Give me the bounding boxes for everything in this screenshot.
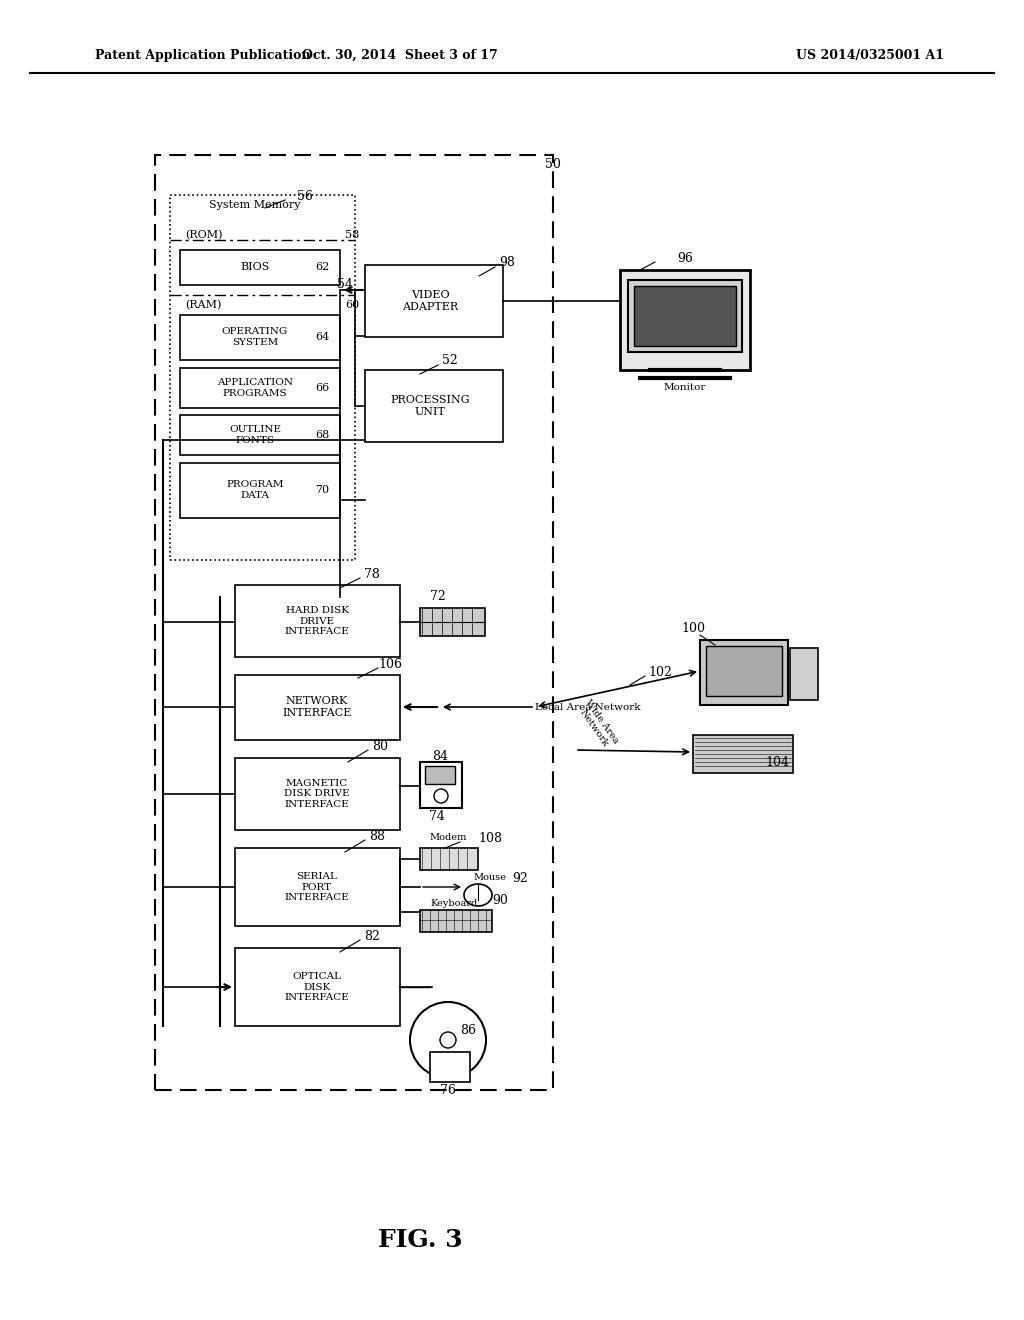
Text: 98: 98 — [499, 256, 515, 269]
Bar — [155, 154, 553, 1090]
Bar — [180, 414, 340, 455]
Text: PROCESSING
UNIT: PROCESSING UNIT — [390, 395, 470, 417]
Bar — [241, 954, 406, 1032]
Bar — [186, 374, 346, 414]
Bar — [420, 762, 462, 808]
Text: 68: 68 — [314, 430, 329, 440]
Bar — [371, 271, 509, 343]
Text: 92: 92 — [512, 871, 528, 884]
Bar — [180, 315, 340, 360]
Text: 90: 90 — [493, 894, 508, 907]
Text: Keyboard: Keyboard — [430, 899, 477, 908]
Bar — [180, 463, 340, 517]
Bar — [620, 271, 750, 370]
Bar — [234, 948, 400, 1026]
Bar — [170, 195, 355, 560]
Bar — [634, 286, 736, 346]
Bar — [430, 1052, 470, 1082]
Text: 96: 96 — [677, 252, 693, 264]
Bar — [186, 469, 346, 524]
Text: OPERATING
SYSTEM: OPERATING SYSTEM — [222, 327, 288, 347]
Text: 106: 106 — [378, 657, 402, 671]
Bar — [693, 735, 793, 774]
Bar — [365, 370, 503, 442]
Text: FIG. 3: FIG. 3 — [378, 1228, 462, 1251]
Bar — [371, 376, 509, 447]
Bar — [790, 648, 818, 700]
Text: 72: 72 — [430, 590, 445, 602]
Text: 66: 66 — [314, 383, 329, 393]
Bar — [628, 280, 742, 352]
Text: Modem: Modem — [429, 833, 467, 842]
Bar — [241, 854, 406, 932]
Bar — [241, 764, 406, 836]
Text: 86: 86 — [460, 1023, 476, 1036]
Text: 100: 100 — [681, 622, 705, 635]
Text: SERIAL
PORT
INTERFACE: SERIAL PORT INTERFACE — [285, 873, 349, 902]
Text: System Memory: System Memory — [209, 201, 301, 210]
Text: Wide Area
Network: Wide Area Network — [575, 698, 621, 751]
Text: 82: 82 — [365, 929, 380, 942]
Bar — [241, 681, 406, 746]
Bar — [180, 368, 340, 408]
Bar — [186, 421, 346, 461]
Text: 78: 78 — [365, 568, 380, 581]
Text: 60: 60 — [345, 300, 359, 310]
Text: 108: 108 — [478, 832, 502, 845]
Bar — [706, 645, 782, 696]
Text: 88: 88 — [369, 829, 385, 842]
Text: Oct. 30, 2014  Sheet 3 of 17: Oct. 30, 2014 Sheet 3 of 17 — [302, 49, 498, 62]
Bar — [180, 249, 340, 285]
Text: 64: 64 — [314, 333, 329, 342]
Text: BIOS: BIOS — [241, 261, 269, 272]
Text: Local Area Network: Local Area Network — [535, 702, 640, 711]
Bar — [420, 847, 478, 870]
Bar — [425, 766, 455, 784]
Bar — [420, 909, 492, 932]
Text: 80: 80 — [372, 739, 388, 752]
Text: 54: 54 — [337, 279, 353, 292]
Circle shape — [410, 1002, 486, 1078]
Text: OPTICAL
DISK
INTERFACE: OPTICAL DISK INTERFACE — [285, 972, 349, 1002]
Bar — [186, 256, 346, 290]
Bar — [420, 609, 485, 636]
Bar — [234, 758, 400, 830]
Circle shape — [440, 1032, 456, 1048]
Text: NETWORK
INTERFACE: NETWORK INTERFACE — [283, 696, 351, 718]
Bar — [241, 591, 406, 663]
Text: APPLICATION
PROGRAMS: APPLICATION PROGRAMS — [217, 379, 293, 397]
Circle shape — [434, 789, 449, 803]
Text: 76: 76 — [440, 1084, 456, 1097]
Text: PROGRAM
DATA: PROGRAM DATA — [226, 480, 284, 500]
Text: HARD DISK
DRIVE
INTERFACE: HARD DISK DRIVE INTERFACE — [285, 606, 349, 636]
Bar — [234, 847, 400, 927]
Bar — [234, 675, 400, 741]
Bar — [700, 640, 788, 705]
Text: MAGNETIC
DISK DRIVE
INTERFACE: MAGNETIC DISK DRIVE INTERFACE — [285, 779, 350, 809]
Text: 62: 62 — [314, 261, 329, 272]
Text: 50: 50 — [545, 158, 561, 172]
Text: (ROM): (ROM) — [185, 230, 222, 240]
Text: 102: 102 — [648, 665, 672, 678]
Text: Patent Application Publication: Patent Application Publication — [95, 49, 310, 62]
Text: 58: 58 — [345, 230, 359, 240]
Text: Mouse: Mouse — [473, 874, 507, 883]
Text: 84: 84 — [432, 750, 449, 763]
Text: (RAM): (RAM) — [185, 300, 221, 310]
Bar — [234, 585, 400, 657]
Text: US 2014/0325001 A1: US 2014/0325001 A1 — [796, 49, 944, 62]
Bar — [365, 265, 503, 337]
Ellipse shape — [464, 884, 492, 906]
Text: OUTLINE
FONTS: OUTLINE FONTS — [229, 425, 281, 445]
Text: 52: 52 — [442, 355, 458, 367]
Text: VIDEO
ADAPTER: VIDEO ADAPTER — [402, 290, 458, 312]
Text: 56: 56 — [297, 190, 313, 203]
Text: Monitor: Monitor — [664, 384, 707, 392]
Text: 104: 104 — [765, 756, 790, 770]
Bar — [186, 321, 346, 366]
Text: 74: 74 — [429, 809, 445, 822]
Text: 70: 70 — [315, 484, 329, 495]
